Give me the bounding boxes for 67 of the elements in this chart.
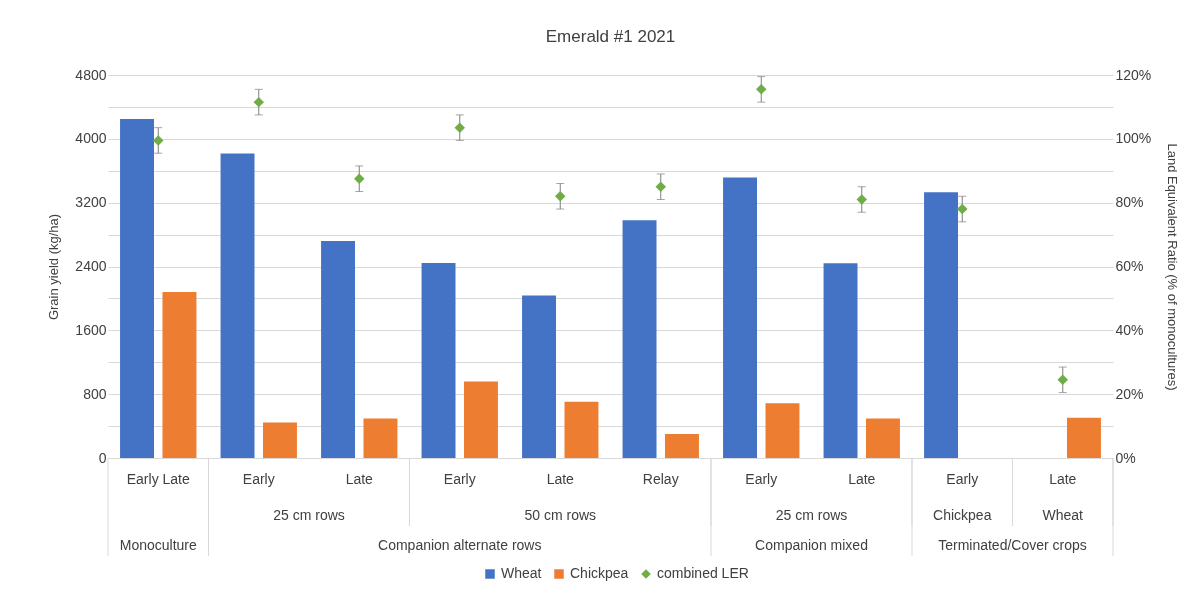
bar bbox=[262, 422, 297, 458]
bar bbox=[363, 418, 398, 458]
point bbox=[1057, 374, 1068, 386]
x-tick-label: Early bbox=[242, 470, 275, 487]
x-tick-label: Late bbox=[546, 470, 575, 487]
point bbox=[253, 96, 264, 108]
bar bbox=[765, 403, 800, 458]
bar bbox=[120, 118, 155, 458]
y2-tick-label: 100% bbox=[1115, 130, 1152, 147]
point bbox=[153, 135, 164, 146]
point bbox=[756, 84, 767, 95]
y-tick-label: 0 bbox=[98, 449, 107, 466]
text: 25 cm rows bbox=[775, 507, 848, 523]
bar bbox=[564, 401, 599, 458]
y2-axis-title: Land Equivalent Ratio (% of monocultures) bbox=[1165, 143, 1181, 391]
bar bbox=[522, 295, 557, 458]
text: 25 cm rows bbox=[273, 507, 345, 523]
y-tick-label: 3200 bbox=[75, 194, 107, 211]
point bbox=[354, 173, 365, 184]
text: Wheat bbox=[1042, 507, 1083, 523]
text: Monoculture bbox=[119, 537, 197, 553]
y2-tick-label: 80% bbox=[1115, 194, 1144, 211]
bar bbox=[162, 292, 197, 458]
x-tick-label: Early bbox=[745, 470, 778, 487]
chart-title: Emerald #1 2021 bbox=[545, 27, 676, 46]
point bbox=[957, 203, 968, 215]
text: 50 cm rows bbox=[524, 507, 597, 523]
x-tick-label: Late bbox=[345, 470, 374, 487]
y-tick-label: 4000 bbox=[75, 130, 107, 147]
x-tick-label: Late bbox=[848, 470, 876, 487]
text: Companion mixed bbox=[755, 537, 868, 553]
y-tick-label: 800 bbox=[83, 385, 107, 402]
y-tick-label: 4800 bbox=[75, 66, 107, 83]
legend-label: Wheat bbox=[501, 565, 542, 581]
bar bbox=[1066, 417, 1101, 458]
text: Companion alternate rows bbox=[378, 537, 542, 553]
y2-tick-label: 40% bbox=[1115, 321, 1144, 338]
bar bbox=[622, 220, 657, 458]
y2-tick-label: 60% bbox=[1115, 258, 1144, 274]
point bbox=[555, 191, 566, 202]
bar bbox=[723, 177, 758, 458]
bar bbox=[664, 434, 699, 458]
legend-label: combined LER bbox=[657, 565, 749, 581]
bar bbox=[321, 240, 356, 458]
y-tick-label: 1600 bbox=[75, 321, 107, 338]
bar bbox=[865, 418, 900, 458]
x-tick-label: Early bbox=[946, 470, 979, 487]
y2-tick-label: 20% bbox=[1115, 385, 1144, 402]
y2-tick-label: 0% bbox=[1115, 449, 1136, 466]
bar bbox=[823, 263, 858, 458]
bar bbox=[220, 153, 255, 458]
x-tick-label: Late bbox=[1049, 470, 1077, 487]
text: Terminated/Cover crops bbox=[938, 537, 1087, 553]
y-axis-title: Grain yield (kg/ha) bbox=[46, 213, 62, 321]
bar bbox=[421, 262, 456, 458]
y2-tick-label: 120% bbox=[1115, 66, 1152, 83]
x-tick-label: Relay bbox=[642, 470, 679, 487]
point bbox=[856, 194, 867, 205]
legend-label: Chickpea bbox=[570, 565, 629, 581]
point bbox=[655, 181, 666, 192]
x-tick-label: Early Late bbox=[126, 470, 190, 487]
text: Chickpea bbox=[933, 507, 992, 523]
x-tick-label: Early bbox=[443, 470, 476, 487]
point bbox=[454, 122, 465, 133]
bar bbox=[463, 381, 498, 458]
bar bbox=[924, 192, 959, 458]
y-tick-label: 2400 bbox=[75, 258, 107, 274]
